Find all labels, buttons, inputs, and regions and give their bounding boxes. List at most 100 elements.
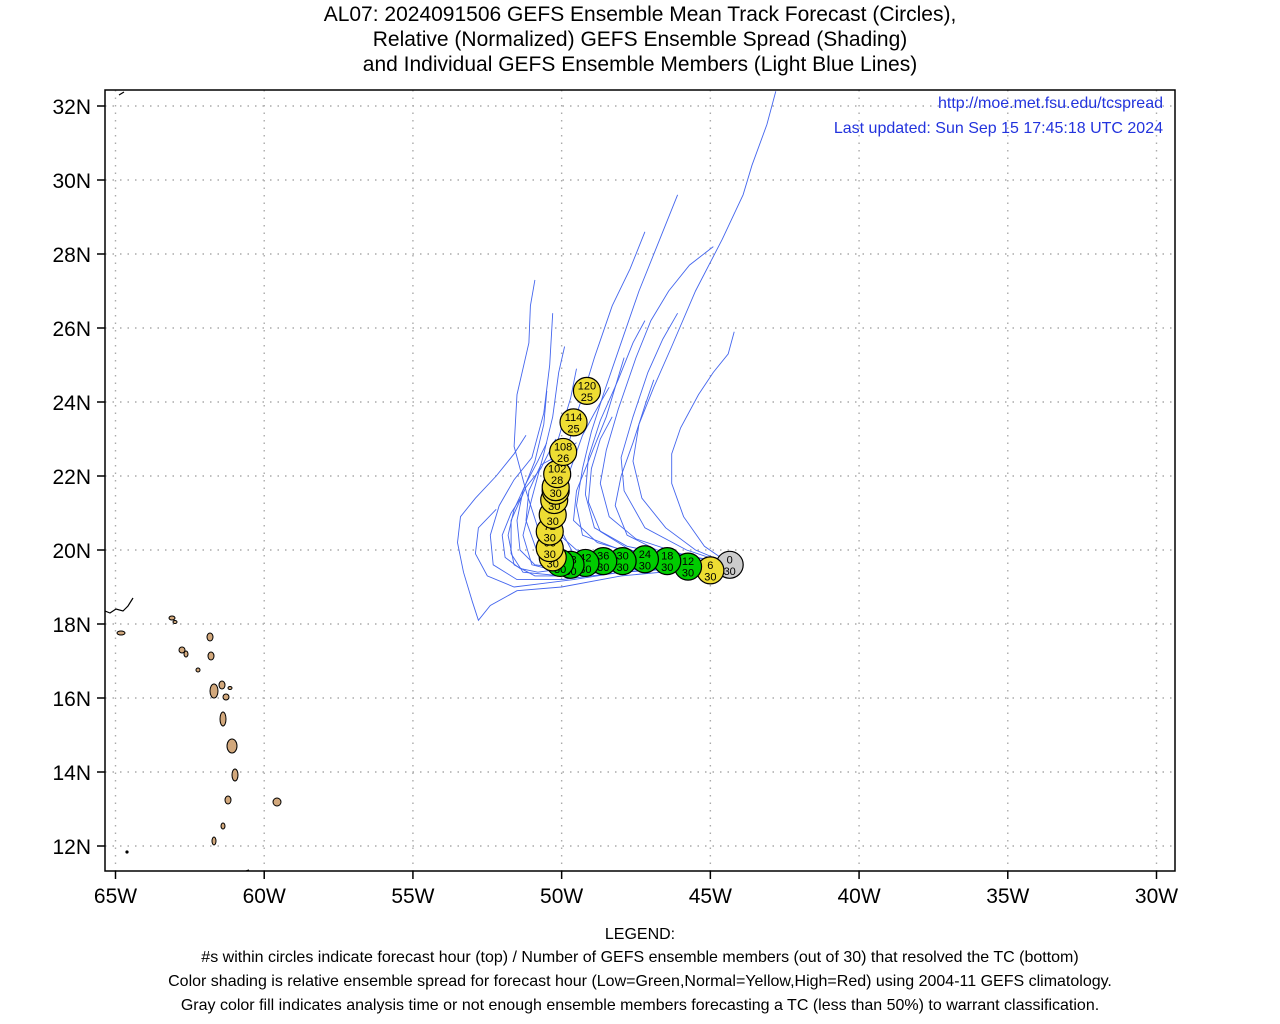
member-count-label: 30	[682, 568, 694, 580]
island	[219, 711, 227, 727]
member-count-label: 28	[551, 475, 563, 487]
last-updated-text: Last updated: Sun Sep 15 17:45:18 UTC 20…	[834, 120, 1163, 137]
island	[116, 630, 126, 636]
island	[211, 836, 217, 846]
legend-line-1: #s within circles indicate forecast hour…	[201, 949, 1079, 966]
island	[220, 822, 226, 830]
forecast-circle-fill	[549, 437, 578, 467]
member-count-label: 30	[616, 562, 628, 574]
x-tick-label: 30W	[1135, 885, 1178, 908]
member-track-14	[543, 368, 732, 568]
legend-line-2: Color shading is relative ensemble sprea…	[168, 973, 1112, 990]
member-count-label: 30	[544, 549, 556, 561]
y-tick-label: 22N	[52, 466, 91, 489]
island	[222, 693, 230, 701]
island	[178, 646, 186, 654]
legend-heading: LEGEND:	[604, 926, 676, 943]
title-line-1: AL07: 2024091506 GEFS Ensemble Mean Trac…	[323, 3, 957, 26]
island-chain-north	[105, 597, 134, 614]
y-tick-label: 32N	[52, 96, 91, 119]
y-tick-label: 28N	[52, 244, 91, 267]
forecast-hour-label: 18	[661, 551, 673, 563]
title-line-3: and Individual GEFS Ensemble Members (Li…	[362, 53, 918, 76]
member-count-label: 25	[567, 423, 579, 435]
forecast-circle-6: 630	[696, 556, 725, 585]
coast-fragment	[118, 91, 125, 96]
source-url-link[interactable]: http://moe.met.fsu.edu/tcspread	[938, 95, 1163, 112]
y-tick-label: 14N	[52, 762, 91, 785]
island	[206, 632, 214, 642]
x-tick-label: 40W	[837, 885, 880, 908]
member-count-label: 30	[724, 566, 736, 578]
member-count-label: 30	[547, 516, 559, 528]
x-tick-label: 55W	[391, 885, 434, 908]
y-tick-label: 16N	[52, 688, 91, 711]
grid-lines	[105, 90, 1175, 871]
y-tick-label: 30N	[52, 170, 91, 193]
forecast-hour-label: 114	[565, 412, 583, 424]
member-track-8	[632, 91, 777, 566]
member-count-label: 26	[557, 453, 569, 465]
island	[272, 797, 282, 807]
axis-ticks: 65W 60W 55W 50W 45W 40W 35W 30W 12N 14N 16N 18N 20N 2…	[52, 96, 1178, 908]
forecast-hour-label: 120	[578, 380, 596, 392]
island	[195, 667, 201, 673]
island	[183, 650, 189, 658]
member-count-label: 30	[597, 562, 609, 574]
y-tick-label: 26N	[52, 318, 91, 341]
island	[224, 795, 232, 805]
island	[231, 768, 239, 782]
forecast-hour-label: 102	[548, 464, 566, 476]
x-tick-label: 35W	[986, 885, 1029, 908]
member-count-label: 30	[704, 571, 716, 583]
y-tick-label: 24N	[52, 392, 91, 415]
island	[172, 620, 178, 624]
island-dot	[125, 850, 129, 854]
member-track-7	[599, 246, 732, 566]
legend-line-3: Gray color fill indicates analysis time …	[180, 997, 1100, 1014]
x-tick-label: 45W	[689, 885, 732, 908]
y-tick-label: 18N	[52, 614, 91, 637]
member-tracks	[457, 91, 777, 622]
member-count-label: 25	[581, 392, 593, 404]
island	[226, 738, 238, 754]
title-line-2: Relative (Normalized) GEFS Ensemble Spre…	[372, 28, 908, 51]
member-track-21	[584, 320, 732, 566]
x-tick-label: 60W	[243, 885, 286, 908]
forecast-hour-label: 108	[554, 441, 572, 453]
member-track-4	[457, 435, 732, 622]
land-islands	[105, 91, 282, 871]
member-count-label: 30	[639, 560, 651, 572]
map-frame	[104, 89, 1176, 872]
member-count-label: 30	[550, 488, 562, 500]
forecast-hour-label: 12	[682, 556, 694, 568]
forecast-hour-label: 24	[639, 549, 651, 561]
forecast-hour-label: 36	[597, 551, 609, 563]
forecast-hour-label: 30	[616, 551, 628, 563]
island	[209, 683, 219, 699]
member-track-9	[671, 331, 735, 566]
member-count-label: 30	[661, 562, 673, 574]
island	[207, 651, 215, 661]
member-track-20	[614, 379, 732, 566]
x-tick-label: 65W	[94, 885, 137, 908]
member-track-10	[620, 312, 732, 566]
forecast-circle-fill	[559, 408, 588, 437]
island	[227, 686, 233, 690]
island	[168, 615, 176, 621]
island	[218, 680, 226, 690]
forecast-circles: 0306301230183024303030363042304830543060…	[535, 376, 744, 585]
track-map: 0306301230183024303030363042304830543060…	[52, 89, 1178, 908]
y-tick-label: 12N	[52, 836, 91, 859]
forecast-hour-label: 0	[727, 554, 733, 566]
x-tick-label: 50W	[540, 885, 583, 908]
y-tick-label: 20N	[52, 540, 91, 563]
forecast-hour-label: 6	[707, 560, 713, 572]
member-count-label: 30	[544, 533, 556, 545]
